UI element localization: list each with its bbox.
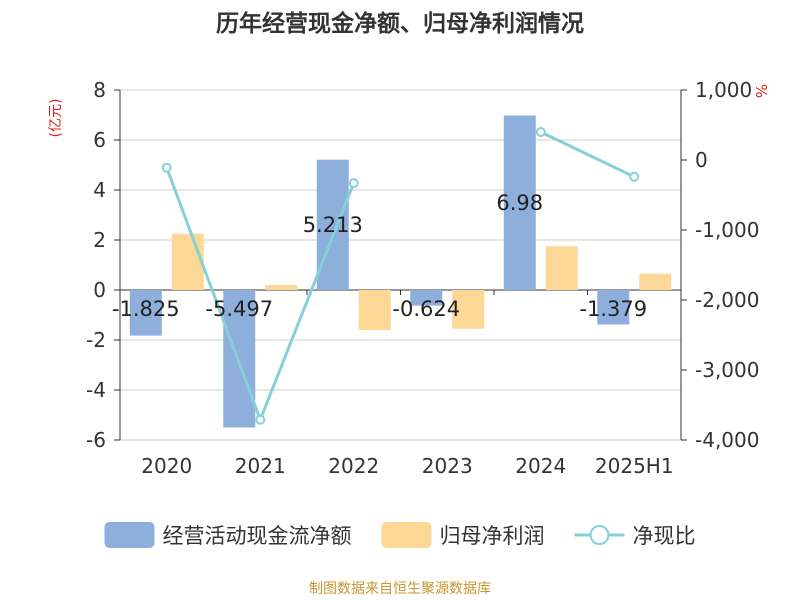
cash-flow-data-label: -1.825	[112, 297, 180, 321]
left-axis-tick-label: 8	[93, 78, 106, 102]
left-axis-tick-label: -2	[86, 328, 106, 352]
legend-label: 净现比	[633, 524, 696, 548]
net-profit-bar	[452, 290, 485, 329]
category-label: 2024	[515, 454, 566, 478]
legend-marker	[589, 525, 610, 545]
cash-flow-bar	[410, 290, 443, 306]
right-axis-tick-label: 0	[695, 148, 708, 172]
left-axis-tick-label: 2	[93, 228, 106, 252]
left-axis-tick-label: 0	[93, 278, 106, 302]
cash-flow-data-label: 6.98	[496, 191, 543, 215]
legend-label: 归母净利润	[440, 524, 545, 548]
right-axis-tick-label: -1,000	[695, 218, 759, 242]
cash-flow-bar	[316, 159, 349, 290]
right-axis-unit: %	[752, 84, 770, 98]
cash-flow-data-label: 5.213	[303, 213, 363, 237]
legend-swatch	[104, 522, 155, 548]
category-label: 2021	[235, 454, 286, 478]
ratio-point	[348, 178, 359, 189]
chart-title: 历年经营现金净额、归母净利润情况	[216, 10, 584, 37]
right-axis-tick-label: -4,000	[695, 428, 759, 452]
ratio-point	[629, 171, 640, 182]
cash-flow-bar	[223, 290, 256, 428]
net-profit-bar	[358, 290, 391, 330]
ratio-point	[161, 162, 172, 173]
legend-swatch	[381, 522, 432, 548]
left-axis-tick-label: 6	[93, 128, 106, 152]
net-profit-bar	[545, 246, 578, 290]
ratio-line-segment	[540, 130, 635, 179]
left-axis-tick-label: -6	[86, 428, 106, 452]
cash-flow-bar	[503, 115, 536, 290]
net-profit-bar	[639, 273, 672, 290]
ratio-point	[255, 414, 266, 425]
legend-label: 经营活动现金流净额	[163, 524, 352, 548]
left-axis-unit: (亿元)	[48, 99, 64, 138]
category-label: 2023	[422, 454, 473, 478]
right-axis-tick-label: -3,000	[695, 358, 759, 382]
ratio-point	[535, 127, 546, 137]
plot-area: -6 -4 -2 0 2 4 6 8 -4,000 -3,000 -2,000 -1,000 0 1,00…	[86, 78, 759, 478]
net-profit-bar	[265, 285, 298, 290]
net-profit-bar	[171, 233, 204, 290]
category-label: 2022	[328, 454, 379, 478]
cash-flow-data-label: -1.379	[579, 297, 647, 321]
right-axis-tick-label: -2,000	[695, 288, 759, 312]
cash-flow-data-label: -0.624	[392, 297, 460, 321]
category-label: 2020	[141, 454, 192, 478]
source-note: 制图数据来自恒生聚源数据库	[309, 581, 491, 597]
cash-flow-bar	[597, 290, 630, 325]
left-axis-tick-label: -4	[86, 378, 106, 402]
cash-flow-bar	[129, 290, 162, 336]
right-axis-tick-label: 1,000	[695, 78, 752, 102]
left-axis-tick-label: 4	[93, 178, 106, 202]
category-label: 2025H1	[595, 454, 674, 478]
legend: 经营活动现金流净额 归母净利润 净现比	[104, 522, 696, 548]
cash-flow-data-label: -5.497	[205, 297, 273, 321]
